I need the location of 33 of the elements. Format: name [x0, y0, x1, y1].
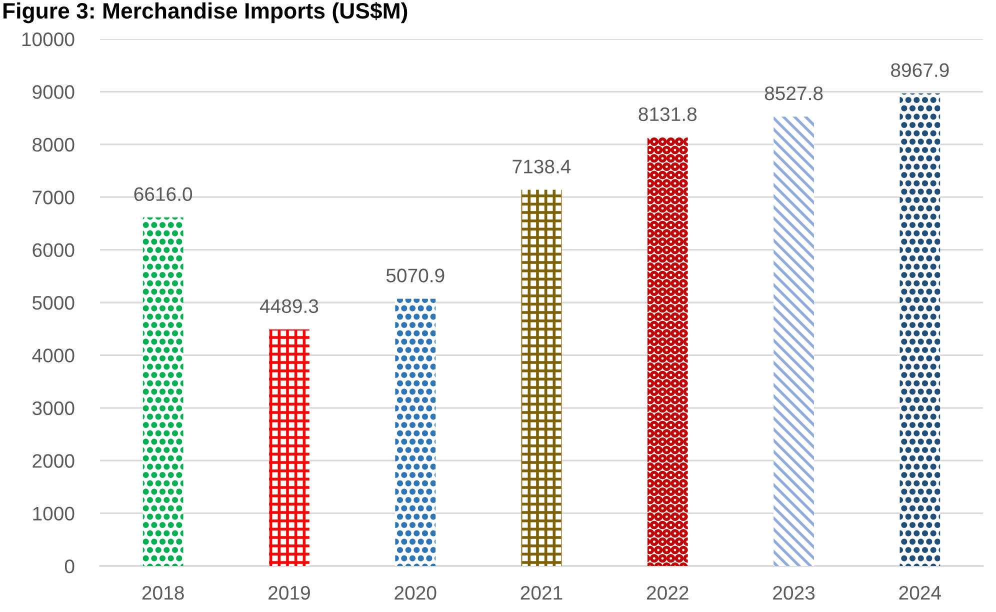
y-tick-label: 2000	[32, 454, 74, 468]
data-label: 8131.8	[638, 107, 697, 122]
bar	[647, 137, 688, 566]
y-tick-label: 9000	[32, 85, 74, 99]
x-tick-label: 2023	[773, 586, 815, 600]
x-tick-label: 2021	[520, 586, 562, 600]
bar	[142, 217, 184, 566]
data-label: 6616.0	[134, 187, 192, 201]
chart-title: Figure 3: Merchandise Imports (US$M)	[3, 2, 408, 24]
y-tick-label: 8000	[32, 138, 74, 152]
y-tick-label: 10000	[22, 32, 74, 46]
bar	[269, 329, 310, 566]
bar	[395, 298, 436, 566]
data-label: 5070.9	[386, 268, 444, 282]
data-label: 8967.9	[891, 63, 949, 78]
x-tick-label: 2022	[646, 586, 688, 600]
y-tick-label: 1000	[33, 506, 74, 521]
data-label: 8527.8	[764, 86, 823, 100]
y-tick-label: 3000	[32, 401, 74, 416]
bar	[521, 190, 562, 566]
y-tick-label: 4000	[32, 348, 74, 362]
x-tick-label: 2020	[394, 586, 436, 600]
x-tick-label: 2024	[899, 586, 941, 600]
bar	[774, 116, 814, 566]
x-tick-label: 2019	[268, 586, 310, 600]
y-tick-label: 6000	[32, 243, 74, 258]
x-tick-label: 2018	[142, 586, 184, 600]
bar	[900, 93, 940, 566]
y-tick-label: 5000	[32, 296, 74, 310]
data-label: 7138.4	[512, 160, 571, 174]
y-tick-label: 0	[64, 559, 74, 574]
data-label: 4489.3	[260, 299, 318, 314]
y-tick-label: 7000	[32, 190, 74, 204]
